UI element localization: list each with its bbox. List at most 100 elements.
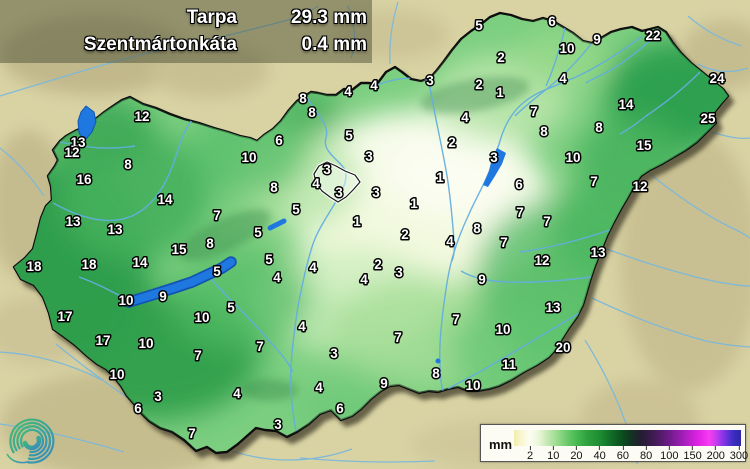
station-value: 13 [65, 214, 81, 229]
legend-tick: 200 [707, 446, 725, 462]
legend-tick: 100 [660, 446, 678, 462]
min-station-name: Szentmártonkáta [83, 34, 237, 55]
station-value: 10 [565, 150, 580, 165]
station-value: 3 [335, 185, 343, 200]
max-station-name: Tarpa [186, 7, 237, 28]
station-value: 8 [124, 157, 132, 172]
station-value: 1 [436, 170, 444, 185]
station-value: 3 [490, 150, 498, 165]
station-value: 7 [530, 104, 538, 119]
station-value: 14 [618, 97, 634, 112]
station-value: 7 [590, 174, 598, 189]
station-value: 4 [273, 270, 281, 285]
lake-velence [267, 218, 287, 231]
legend-tick: 60 [617, 446, 629, 462]
station-value: 5 [213, 264, 221, 279]
station-value: 8 [473, 221, 481, 236]
station-value: 10 [194, 310, 209, 325]
station-value: 17 [95, 333, 110, 348]
legend-gradient-bar [514, 430, 741, 446]
station-value: 2 [475, 77, 483, 92]
station-value: 4 [298, 319, 306, 334]
omsz-logo [6, 418, 55, 464]
station-value: 7 [452, 312, 460, 327]
station-value: 25 [700, 111, 716, 126]
station-value: 7 [188, 426, 196, 441]
station-value: 13 [70, 135, 86, 150]
tisza-river [439, 36, 642, 392]
min-station-value: 0.4 mm [301, 34, 367, 55]
header-row-min: Szentmártonkáta 0.4 mm [0, 31, 372, 58]
station-value: 7 [516, 205, 524, 220]
station-value: 3 [395, 265, 403, 280]
station-value: 9 [159, 289, 167, 304]
station-value: 10 [241, 150, 256, 165]
station-value: 2 [497, 50, 505, 65]
station-value: 2 [374, 257, 382, 272]
legend-panel: mm 2 10 20 40 60 80 100 150 200 300 [480, 424, 748, 462]
station-value: 1 [496, 85, 504, 100]
station-value: 8 [595, 120, 603, 135]
station-value: 14 [132, 255, 148, 270]
legend-tick: 80 [640, 446, 652, 462]
lake-tisza [483, 148, 506, 187]
station-value: 18 [26, 259, 42, 274]
station-value: 4 [559, 71, 567, 86]
station-value: 22 [645, 28, 660, 43]
station-value: 9 [593, 32, 601, 47]
station-value: 7 [500, 235, 508, 250]
station-value: 4 [315, 380, 323, 395]
station-value: 10 [559, 41, 574, 56]
station-value: 4 [446, 234, 454, 249]
station-value: 3 [426, 73, 434, 88]
station-value: 4 [233, 386, 241, 401]
station-value: 6 [515, 177, 523, 192]
station-value: 4 [312, 176, 320, 191]
station-value: 5 [345, 128, 353, 143]
small-lake [435, 358, 441, 364]
station-value: 12 [632, 179, 647, 194]
budapest-outline [312, 160, 362, 204]
station-value: 10 [465, 378, 480, 393]
station-value: 3 [365, 149, 373, 164]
station-value: 8 [308, 105, 316, 120]
station-value: 7 [213, 208, 221, 223]
station-value: 1 [353, 214, 361, 229]
station-value: 10 [138, 336, 153, 351]
max-station-value: 29.3 mm [290, 7, 367, 28]
station-value: 3 [372, 185, 380, 200]
station-value: 7 [194, 348, 202, 363]
station-value: 8 [299, 91, 307, 106]
station-value: 10 [495, 322, 510, 337]
station-value: 3 [330, 346, 338, 361]
station-value: 3 [274, 417, 282, 432]
legend-tick: 150 [683, 446, 702, 462]
station-value: 6 [275, 133, 283, 148]
station-value: 7 [256, 339, 264, 354]
lake-ferto [77, 105, 97, 141]
station-value: 10 [109, 367, 124, 382]
legend-tick: 40 [594, 446, 606, 462]
station-value: 2 [448, 135, 456, 150]
lakes [123, 148, 506, 402]
station-value: 6 [134, 401, 142, 416]
station-value: 15 [636, 138, 652, 153]
station-value: 5 [475, 18, 483, 33]
legend-tick: 300 [730, 446, 748, 462]
lake-balaton-fill [125, 258, 235, 306]
legend-tick: 2 [527, 446, 533, 462]
station-value: 5 [254, 225, 262, 240]
station-value: 14 [157, 192, 173, 207]
station-value: 7 [543, 214, 551, 229]
station-value: 8 [270, 180, 278, 195]
station-value: 6 [548, 14, 556, 29]
station-value: 3 [323, 162, 331, 177]
station-value: 4 [360, 272, 368, 287]
station-value: 8 [432, 366, 440, 381]
station-value: 11 [502, 357, 517, 372]
station-value: 12 [534, 253, 549, 268]
station-value: 4 [370, 78, 378, 93]
